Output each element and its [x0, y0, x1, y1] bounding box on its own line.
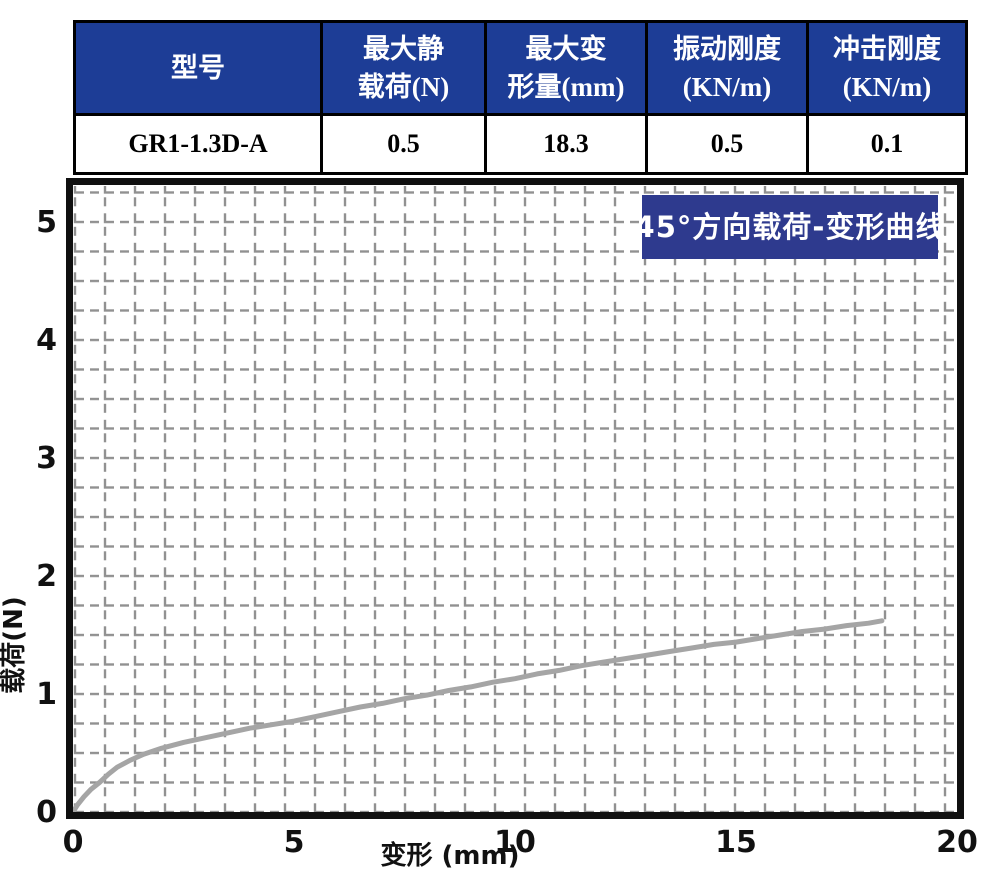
col-header-max-deformation: 最大变 形量(mm) [484, 20, 648, 116]
col-header-max-static-load-line1: 最大静 [363, 34, 444, 64]
col-header-max-deformation-line2: 形量(mm) [507, 72, 625, 102]
y-axis-tick-labels: 0 1 2 3 4 5 [36, 205, 57, 830]
y-tick-label: 1 [36, 677, 57, 712]
col-header-impact-stiffness-line1: 冲击刚度 [833, 34, 941, 64]
col-header-impact-stiffness-line2: (KN/m) [842, 72, 932, 102]
col-header-vibration-stiffness: 振动刚度 (KN/m) [645, 20, 809, 116]
col-header-max-static-load: 最大静 载荷(N) [320, 20, 487, 116]
x-axis-tick-labels: 0 5 10 15 20 [63, 825, 978, 860]
spec-table-data-row: GR1-1.3D-A 0.5 18.3 0.5 0.1 [73, 113, 968, 175]
x-tick-label: 20 [936, 825, 978, 860]
vibration-stiffness-value: 0.5 [645, 113, 809, 175]
y-tick-label: 0 [36, 795, 57, 830]
col-header-model-line1: 型号 [171, 53, 225, 83]
col-header-max-deformation-line1: 最大变 [525, 34, 607, 64]
plot-grid [73, 186, 957, 812]
x-tick-label: 0 [63, 825, 84, 860]
max-static-load-value: 0.5 [320, 113, 487, 175]
load-curve [73, 618, 885, 812]
y-tick-label: 5 [36, 205, 57, 240]
spec-table-header-row: 型号 最大静 载荷(N) 最大变 形量(mm) 振动刚度 (KN/m) 冲击刚度 [73, 20, 968, 116]
chart-title-badge [642, 195, 938, 259]
model-value: GR1-1.3D-A [73, 113, 323, 175]
x-tick-label: 10 [494, 825, 536, 860]
max-deformation-value: 18.3 [484, 113, 648, 175]
chart-title: 45°方向载荷-变形曲线 [635, 210, 946, 244]
y-axis-title: 载荷(N) [0, 596, 29, 694]
plot-frame [66, 178, 964, 819]
x-tick-label: 5 [284, 825, 305, 860]
y-tick-label: 2 [36, 559, 57, 594]
spec-table: 型号 最大静 载荷(N) 最大变 形量(mm) 振动刚度 (KN/m) 冲击刚度 [73, 20, 968, 175]
col-header-model: 型号 [73, 20, 323, 116]
col-header-vibration-stiffness-line1: 振动刚度 [673, 34, 781, 64]
col-header-max-static-load-line2: 载荷(N) [357, 72, 450, 102]
x-axis-title: 变形 (mm) [380, 840, 519, 871]
y-tick-label: 4 [36, 323, 57, 358]
col-header-impact-stiffness: 冲击刚度 (KN/m) [806, 20, 968, 116]
x-tick-label: 15 [715, 825, 757, 860]
y-tick-label: 3 [36, 441, 57, 476]
col-header-vibration-stiffness-line2: (KN/m) [682, 72, 772, 102]
impact-stiffness-value: 0.1 [806, 113, 968, 175]
